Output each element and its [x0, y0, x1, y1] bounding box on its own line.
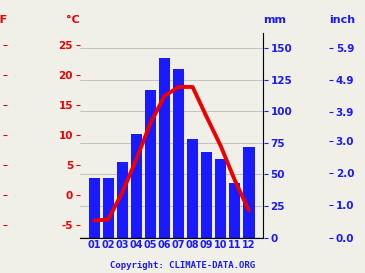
- Bar: [131, 134, 142, 238]
- Text: °F: °F: [0, 14, 7, 25]
- Bar: [103, 178, 114, 238]
- Bar: [159, 58, 170, 238]
- Text: inch: inch: [329, 14, 355, 25]
- Bar: [215, 159, 226, 238]
- Bar: [187, 139, 198, 238]
- Bar: [173, 69, 184, 238]
- Text: °C: °C: [66, 14, 80, 25]
- Bar: [243, 147, 254, 238]
- Bar: [145, 90, 156, 238]
- Bar: [229, 183, 241, 238]
- Text: mm: mm: [264, 14, 287, 25]
- Bar: [117, 162, 128, 238]
- Text: Copyright: CLIMATE-DATA.ORG: Copyright: CLIMATE-DATA.ORG: [110, 261, 255, 270]
- Bar: [89, 178, 100, 238]
- Bar: [201, 152, 212, 238]
